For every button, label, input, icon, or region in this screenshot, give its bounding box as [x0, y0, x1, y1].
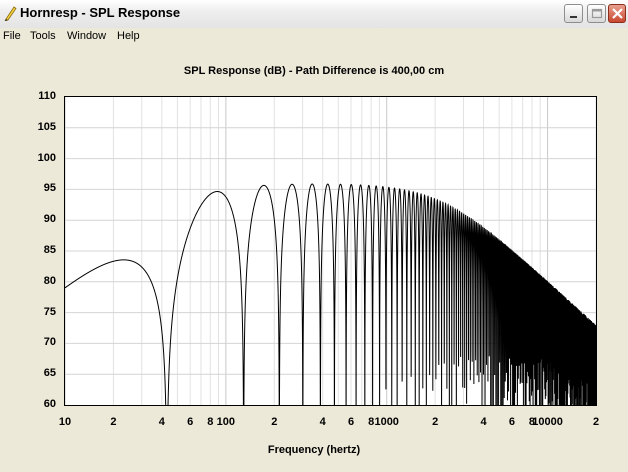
x-tick-label: 4	[480, 416, 487, 428]
close-icon	[612, 8, 623, 19]
minimize-button[interactable]	[564, 4, 583, 23]
x-tick-label: 2	[432, 416, 439, 428]
y-tick-label: 80	[43, 274, 56, 287]
y-tick-label: 105	[37, 120, 56, 133]
menu-tools[interactable]: Tools	[30, 30, 56, 42]
maximize-button[interactable]	[587, 4, 606, 23]
y-tick-label: 70	[43, 336, 56, 349]
menu-bar: File Tools Window Help	[0, 28, 628, 46]
y-tick-label: 65	[43, 367, 56, 380]
x-tick-label: 2	[110, 416, 117, 428]
menu-help[interactable]: Help	[117, 30, 140, 42]
x-tick-label: 8	[368, 416, 375, 428]
menu-file[interactable]: File	[3, 30, 21, 42]
y-tick-label: 95	[43, 182, 56, 195]
x-tick-label: 10000	[532, 416, 563, 428]
x-tick-label: 6	[508, 416, 515, 428]
title-bar: Hornresp - SPL Response	[0, 0, 628, 29]
chart-title: SPL Response (dB) - Path Difference is 4…	[183, 65, 445, 77]
x-tick-label: 100	[216, 416, 236, 428]
x-tick-label: 8	[528, 416, 536, 428]
y-tick-label: 110	[38, 90, 56, 102]
y-tick-label: 90	[43, 213, 56, 226]
x-tick-label: 2	[592, 416, 600, 428]
y-tick-label: 100	[37, 151, 56, 164]
x-tick-label: 4	[319, 416, 326, 428]
menu-window[interactable]: Window	[67, 30, 107, 42]
pencil-icon	[4, 6, 17, 21]
y-tick-label: 85	[43, 244, 56, 256]
plot-area	[64, 96, 597, 406]
minimize-icon	[570, 16, 577, 18]
x-tick-label: 4	[158, 416, 165, 428]
x-tick-label: 1000	[374, 416, 399, 428]
x-tick-label: 10	[58, 416, 72, 428]
spl-response-curve	[65, 183, 596, 405]
y-tick-label: 75	[43, 305, 56, 318]
x-tick-label: 6	[347, 416, 355, 428]
close-button[interactable]	[608, 4, 626, 23]
x-tick-label: 2	[271, 416, 278, 428]
x-axis-label: Frequency (hertz)	[267, 444, 361, 456]
x-tick-label: 8	[207, 416, 214, 428]
window-title: Hornresp - SPL Response	[20, 5, 181, 20]
maximize-icon	[591, 8, 603, 19]
x-tick-label: 6	[187, 416, 194, 428]
y-tick-label: 60	[43, 398, 56, 410]
chart-svg	[65, 97, 596, 405]
